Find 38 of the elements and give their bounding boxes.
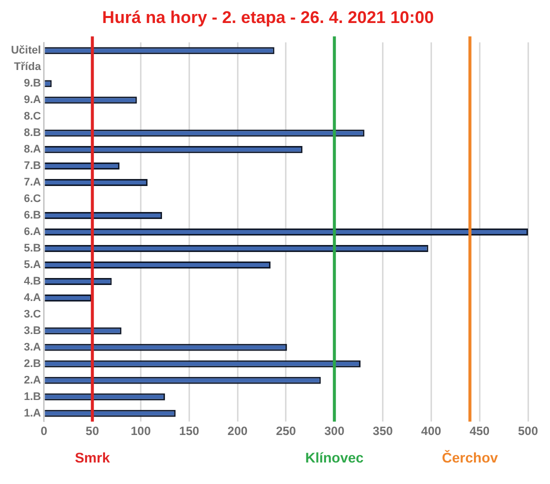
x-tick-label: 350 <box>372 424 394 438</box>
y-tick-label: 2.B <box>24 358 42 370</box>
y-tick-label: 4.A <box>24 292 42 304</box>
y-tick-label: 3.A <box>24 341 42 354</box>
y-tick-label: 3.C <box>24 308 42 320</box>
ref-line-label: Smrk <box>74 449 110 466</box>
x-tick-label: 50 <box>86 424 100 438</box>
x-tick-label: 250 <box>276 424 296 438</box>
y-tick-label: 7.A <box>24 176 42 189</box>
y-tick-label: Třída <box>14 61 42 74</box>
y-tick-label: 8.B <box>24 127 42 140</box>
y-tick-label: 1.A <box>24 407 42 420</box>
x-tick-label: 500 <box>518 424 538 438</box>
y-tick-label: 5.B <box>24 242 42 255</box>
y-tick-label: 6.A <box>24 226 42 238</box>
y-tick-label: 9.A <box>24 94 42 106</box>
y-tick-label: 1.B <box>24 390 42 403</box>
y-tick-label: 5.A <box>24 259 42 272</box>
x-tick-label: 400 <box>421 424 442 438</box>
x-tick-label: 200 <box>228 424 248 438</box>
x-tick-label: 0 <box>40 424 48 438</box>
x-tick-label: 100 <box>130 424 152 438</box>
y-tick-label: 8.A <box>24 144 42 156</box>
y-tick-label: Učitel <box>10 44 41 57</box>
y-tick-label: 6.C <box>24 193 42 206</box>
x-tick-label: 150 <box>179 424 200 438</box>
x-tick-label: 450 <box>470 424 490 438</box>
y-tick-label: 9.B <box>24 78 42 90</box>
x-tick-label: 300 <box>324 424 345 438</box>
y-tick-label: 4.B <box>24 275 42 288</box>
y-tick-label: 2.A <box>24 374 42 386</box>
y-tick-label: 6.B <box>24 210 42 222</box>
ref-line-label: Čerchov <box>442 449 498 466</box>
y-tick-label: 7.B <box>24 160 42 172</box>
y-tick-label: 3.B <box>24 324 42 337</box>
y-tick-label: 8.C <box>24 110 42 123</box>
chart-title: Hurá na hory - 2. etapa - 26. 4. 2021 10:00 <box>102 8 434 27</box>
ref-line-label: Klínovec <box>305 449 364 466</box>
